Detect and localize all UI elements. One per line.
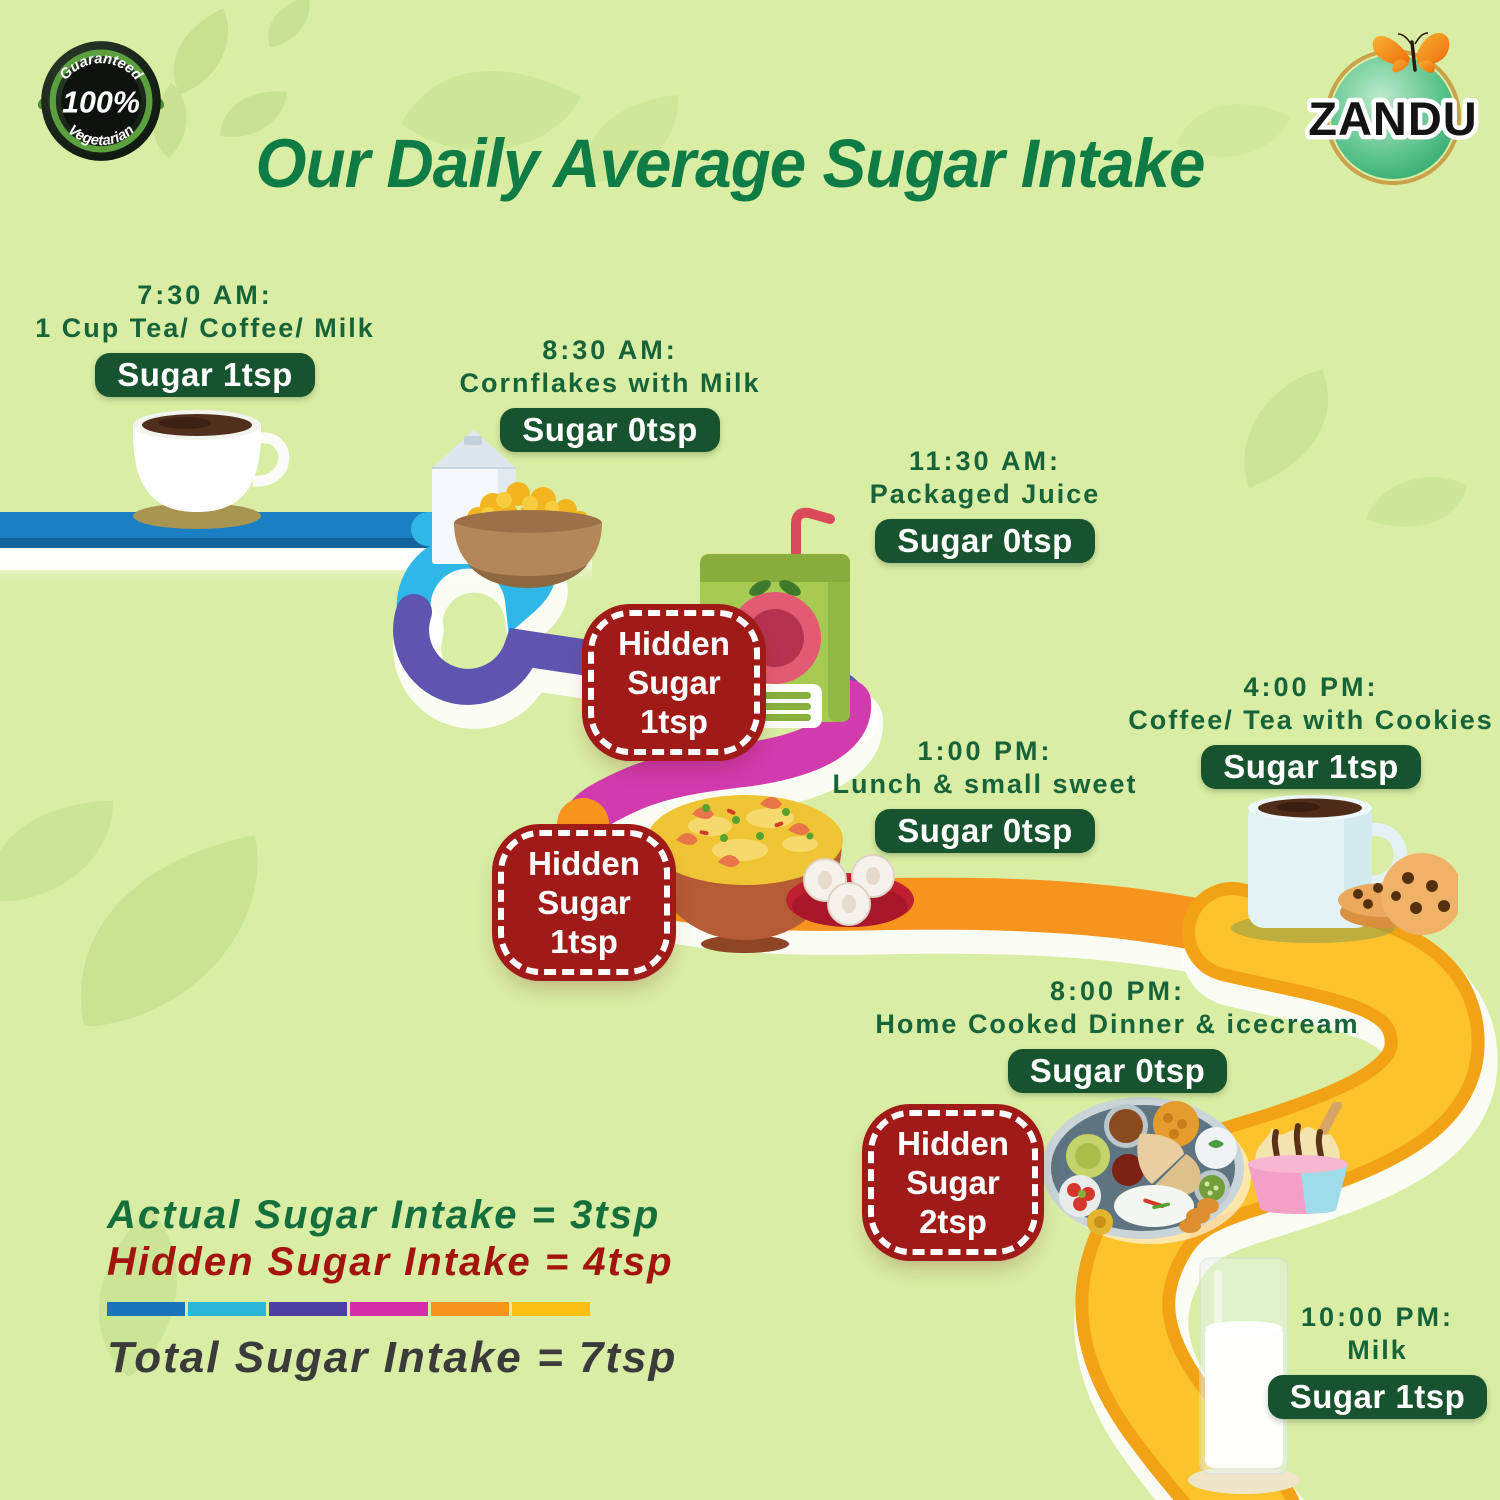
hidden-line: Sugar bbox=[537, 884, 631, 921]
veg-badge-center: 100% bbox=[62, 86, 140, 120]
actual-sugar-total: Actual Sugar Intake = 3tsp bbox=[107, 1193, 661, 1237]
sugar-badge: Sugar 1tsp bbox=[95, 353, 315, 397]
sugar-badge: Sugar 1tsp bbox=[1201, 745, 1421, 789]
hidden-line: 1tsp bbox=[550, 923, 618, 960]
meal-label: Coffee/ Tea with Cookies bbox=[1128, 705, 1494, 735]
hidden-sugar-badge-1: Hidden Sugar 1tsp bbox=[588, 610, 760, 755]
time-label: 8:00 PM: bbox=[1049, 976, 1186, 1006]
milk-glass-icon bbox=[1188, 1257, 1300, 1494]
hidden-line: Hidden bbox=[528, 845, 640, 882]
meal-label: Packaged Juice bbox=[869, 479, 1101, 509]
meal-label: 1 Cup Tea/ Coffee/ Milk bbox=[35, 313, 375, 343]
time-label: 1:00 PM: bbox=[917, 736, 1053, 766]
sugar-badge: Sugar 0tsp bbox=[500, 408, 720, 452]
hidden-line: Sugar bbox=[627, 664, 721, 701]
hidden-sugar-badge-3: Hidden Sugar 2tsp bbox=[868, 1110, 1038, 1255]
hidden-line: 2tsp bbox=[919, 1203, 987, 1240]
hidden-line: Sugar bbox=[906, 1164, 1000, 1201]
meal-label: Cornflakes with Milk bbox=[459, 368, 761, 398]
time-label: 11:30 AM: bbox=[908, 446, 1062, 476]
sugar-badge: Sugar 0tsp bbox=[875, 519, 1095, 563]
sugar-badge: Sugar 1tsp bbox=[1267, 1375, 1488, 1419]
summary-block: Actual Sugar Intake = 3tsp Hidden Sugar … bbox=[107, 1192, 677, 1383]
hidden-sugar-badge-2: Hidden Sugar 1tsp bbox=[498, 830, 670, 975]
sugar-badge: Sugar 0tsp bbox=[875, 809, 1095, 853]
road-pink bbox=[561, 680, 872, 846]
timeline-item-730am: 7:30 AM: 1 Cup Tea/ Coffee/ Milk Sugar 1… bbox=[20, 280, 390, 397]
hidden-line: 1tsp bbox=[640, 703, 708, 740]
sweets-plate-icon bbox=[786, 854, 914, 927]
tea-mug-icon bbox=[1231, 795, 1458, 943]
coffee-cup-icon bbox=[133, 410, 290, 529]
time-label: 4:00 PM: bbox=[1243, 672, 1379, 702]
page-title: Our Daily Average Sugar Intake bbox=[255, 125, 1205, 202]
zandu-logo: ZANDU bbox=[1304, 32, 1481, 185]
meal-label: Lunch & small sweet bbox=[832, 769, 1138, 799]
icecream-cup-icon bbox=[1248, 1102, 1348, 1214]
hidden-line: Hidden bbox=[618, 625, 730, 662]
thali-plate-icon bbox=[1042, 1097, 1251, 1244]
meal-label: Milk bbox=[1347, 1335, 1408, 1365]
timeline-item-800pm: 8:00 PM: Home Cooked Dinner & icecream S… bbox=[855, 976, 1380, 1093]
veg-guarantee-badge: Guaranteed 100% Vegetarian bbox=[38, 41, 164, 161]
timeline-item-100pm: 1:00 PM: Lunch & small sweet Sugar 0tsp bbox=[800, 736, 1170, 853]
timeline-item-830am: 8:30 AM: Cornflakes with Milk Sugar 0tsp bbox=[425, 335, 795, 452]
timeline-item-1000pm: 10:00 PM: Milk Sugar 1tsp bbox=[1255, 1302, 1500, 1419]
total-sugar: Total Sugar Intake = 7tsp bbox=[107, 1333, 678, 1382]
butterfly-icon bbox=[1372, 32, 1450, 73]
lunch-bowl-icon bbox=[647, 795, 843, 953]
sugar-badge: Sugar 0tsp bbox=[1007, 1049, 1228, 1093]
timeline-item-400pm: 4:00 PM: Coffee/ Tea with Cookies Sugar … bbox=[1125, 672, 1497, 789]
time-label: 10:00 PM: bbox=[1300, 1302, 1455, 1332]
meal-label: Home Cooked Dinner & icecream bbox=[875, 1009, 1360, 1039]
hidden-sugar-total: Hidden Sugar Intake = 4tsp bbox=[107, 1240, 674, 1284]
sugar-color-bar bbox=[107, 1302, 590, 1316]
time-label: 7:30 AM: bbox=[137, 280, 273, 310]
cookies-icon bbox=[1338, 853, 1458, 935]
zandu-wordmark: ZANDU bbox=[1308, 92, 1477, 145]
timeline-item-1130am: 11:30 AM: Packaged Juice Sugar 0tsp bbox=[800, 446, 1170, 563]
hidden-line: Hidden bbox=[897, 1125, 1009, 1162]
cornflakes-bowl-icon bbox=[454, 482, 602, 588]
time-label: 8:30 AM: bbox=[542, 335, 678, 365]
